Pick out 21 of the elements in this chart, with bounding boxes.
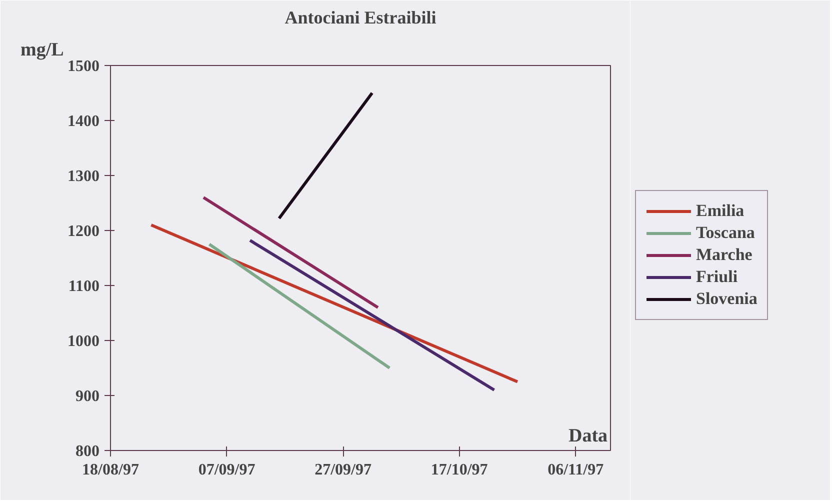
- y-tick-label: 1300: [68, 168, 100, 185]
- x-tick-label: 06/11/97: [548, 462, 604, 478]
- legend-label: Marche: [696, 245, 752, 265]
- legend-label: Toscana: [696, 223, 755, 243]
- x-tick-label: 17/10/97: [430, 462, 488, 478]
- y-tick-label: 1100: [68, 278, 100, 295]
- y-axis-title: mg/L: [20, 40, 64, 60]
- x-tick-label: 27/09/97: [314, 462, 372, 478]
- y-tick-label: 1500: [68, 58, 100, 75]
- y-tick-label: 1200: [68, 223, 100, 240]
- legend-label: Friuli: [696, 267, 738, 287]
- chart-title: Antociani Estraibili: [284, 8, 436, 28]
- y-tick-label: 900: [76, 388, 100, 405]
- legend-label: Emilia: [696, 201, 744, 221]
- y-tick-label: 1400: [68, 113, 100, 130]
- x-tick-label: 07/09/97: [198, 462, 256, 478]
- y-tick-label: 800: [76, 443, 100, 460]
- y-tick-label: 1000: [68, 333, 100, 350]
- x-tick-label: 18/08/97: [82, 462, 139, 478]
- legend-label: Slovenia: [696, 289, 758, 309]
- x-axis-title: Data: [568, 426, 608, 446]
